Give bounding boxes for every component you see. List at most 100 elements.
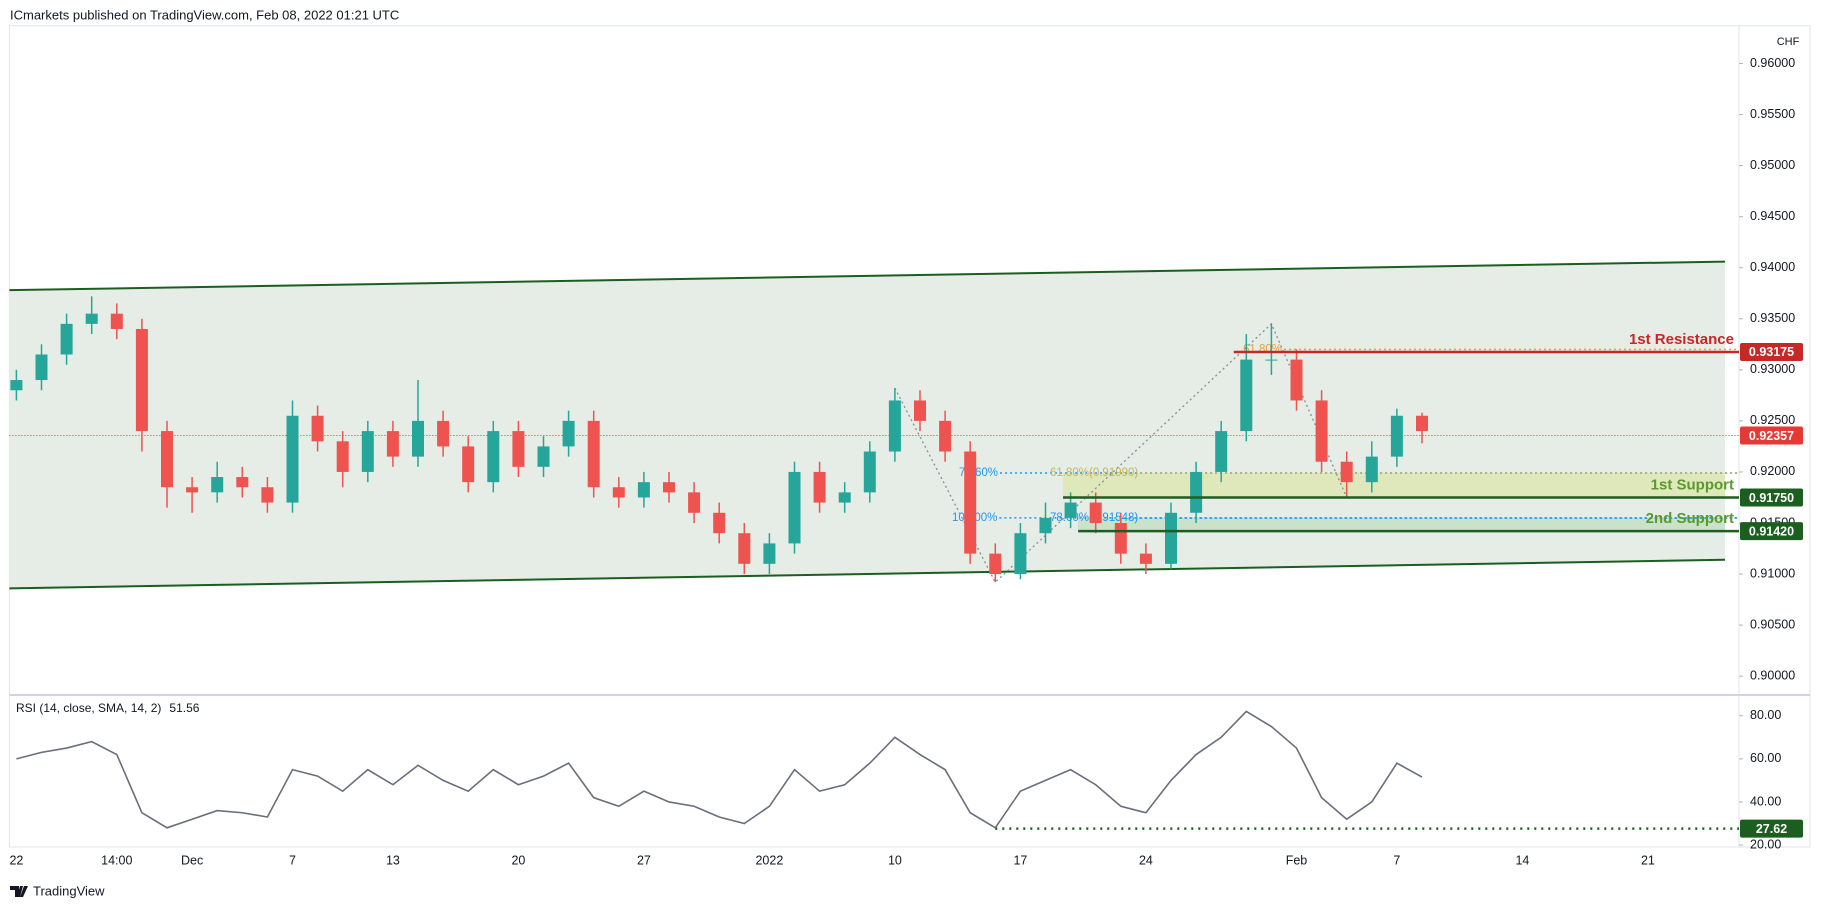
logo [10, 886, 28, 897]
y-tick-label: 0.95000 [1750, 158, 1795, 172]
x-tick-label: 17 [1013, 853, 1027, 867]
candle-body [562, 420, 575, 447]
x-tick-label: 7 [289, 853, 296, 867]
candle-body [1290, 359, 1303, 401]
y-tick-label: 0.90000 [1750, 668, 1795, 682]
x-tick-label: Dec [181, 853, 203, 867]
candle-body [964, 451, 977, 554]
candle-body [1315, 400, 1328, 462]
candle-body [587, 420, 600, 488]
x-tick-label: 27 [637, 853, 651, 867]
candle-body [1114, 522, 1127, 554]
header: ICmarkets published on TradingView.com, … [10, 7, 399, 22]
candle-body [537, 446, 550, 467]
x-tick-label: 14 [1515, 853, 1529, 867]
candle-body [1139, 553, 1152, 564]
fib-zigzag [894, 322, 1348, 584]
candle-body [1240, 359, 1253, 432]
x-tick-label: 20 [511, 853, 525, 867]
candle-body [939, 420, 952, 452]
candle-body [361, 431, 374, 472]
y-tick-label: 0.92000 [1750, 464, 1795, 478]
candle-body [1165, 512, 1177, 564]
footer: TradingView [33, 883, 105, 898]
candle-body [1215, 431, 1228, 472]
channel-upper [9, 260, 1726, 292]
candle-body [663, 482, 675, 493]
candle-body [1064, 502, 1077, 518]
level-label: 0.93175 [1749, 345, 1794, 359]
level-box [1740, 342, 1803, 361]
candle-body [35, 354, 48, 381]
candle-body [487, 431, 500, 483]
rsi-level-box [1740, 819, 1803, 838]
fib-label: 61.80%(0.91990) [1050, 467, 1138, 479]
candle-body [60, 323, 73, 355]
x-tick-label: 21 [1641, 853, 1655, 867]
y-tick-label: 20.00 [1750, 837, 1781, 851]
candle-body [788, 471, 801, 544]
candle-body [989, 553, 1002, 575]
candle-body [1190, 471, 1203, 513]
candle-body [336, 441, 349, 472]
candle-body [386, 431, 399, 457]
y-tick-label: 0.94000 [1750, 260, 1795, 274]
candle-body [888, 400, 901, 452]
candle-body [1365, 456, 1378, 483]
candle-body [1340, 461, 1353, 483]
candle-body [437, 420, 450, 447]
candle-body [863, 451, 876, 493]
y-tick-label: 0.93500 [1750, 311, 1795, 325]
x-tick-label: 24 [1139, 853, 1153, 867]
candle-body [311, 415, 324, 442]
x-tick-label: 13 [386, 853, 400, 867]
candle-body [838, 492, 851, 503]
candle-body [161, 431, 173, 488]
candle-body [236, 477, 249, 488]
candle-body [211, 477, 224, 493]
candle-body [286, 415, 299, 503]
y-tick-label: 0.96000 [1750, 56, 1795, 70]
level-label: 0.91750 [1749, 491, 1794, 505]
candle-body [813, 471, 826, 503]
x-tick-label: 2022 [755, 853, 783, 867]
y-tick-label: 80.00 [1750, 708, 1781, 722]
candle-body [914, 400, 926, 421]
candle-body [1416, 415, 1428, 432]
candle-body [85, 313, 98, 324]
candle-body [1089, 502, 1102, 523]
rsi-last-value: 51.56 [169, 701, 199, 715]
y-tick-label: 40.00 [1750, 794, 1781, 808]
support-zone [1063, 472, 1725, 498]
last-price-box [1740, 426, 1803, 445]
y-tick-label: 0.95500 [1750, 107, 1795, 121]
candle-body [512, 431, 525, 467]
y-tick-label: 0.91000 [1750, 566, 1795, 580]
level-label: 0.91420 [1749, 524, 1794, 538]
y-tick-label: 0.90500 [1750, 617, 1795, 631]
y-tick-label: 0.93000 [1750, 362, 1795, 376]
candle-body [110, 313, 123, 329]
candle-body [10, 380, 23, 391]
x-tick-label: 7 [1393, 853, 1400, 867]
x-tick-label: 22 [9, 853, 23, 867]
candle-body [763, 543, 776, 564]
candle-body [713, 512, 726, 534]
candle-body [462, 446, 475, 483]
level-name: 1st Support [1651, 476, 1734, 493]
x-tick-label: Feb [1286, 853, 1308, 867]
level-box [1740, 488, 1803, 507]
candle-body [1390, 415, 1403, 457]
candle-body [412, 420, 424, 457]
level-box [1740, 522, 1803, 541]
candle-body [612, 487, 625, 498]
level-name: 1st Resistance [1629, 331, 1734, 348]
candle-body [637, 482, 650, 498]
last-price-label: 0.92357 [1749, 429, 1794, 443]
level-name: 2nd Support [1646, 510, 1734, 527]
rsi-title: RSI (14, close, SMA, 14, 2) [16, 701, 161, 715]
candle-body [1039, 517, 1052, 534]
candle-body [186, 487, 199, 493]
